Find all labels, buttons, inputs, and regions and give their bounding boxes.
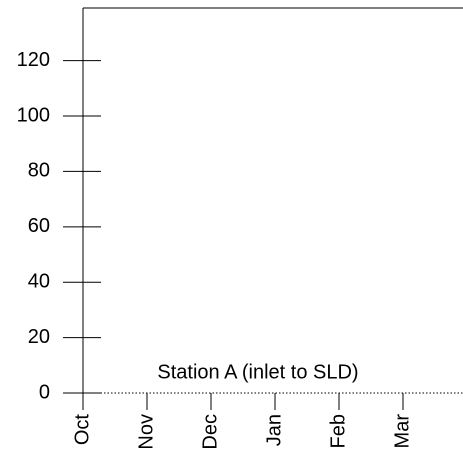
x-tick-label: Mar: [391, 414, 413, 449]
y-tick-label: 120: [17, 49, 50, 71]
y-tick-label: 80: [28, 160, 50, 182]
y-tick-label: 20: [28, 326, 50, 348]
x-tick-label: Oct: [71, 414, 93, 446]
x-tick-label: Dec: [199, 414, 221, 450]
y-tick-label: 60: [28, 215, 50, 237]
y-tick-label: 40: [28, 270, 50, 292]
annotation: Station A (inlet to SLD): [157, 361, 358, 383]
y-tick-label: 0: [39, 381, 50, 403]
y-tick-label: 100: [17, 104, 50, 126]
x-tick-label: Nov: [135, 414, 157, 450]
x-tick-label: Feb: [327, 414, 349, 448]
x-tick-label: Jan: [263, 414, 285, 446]
